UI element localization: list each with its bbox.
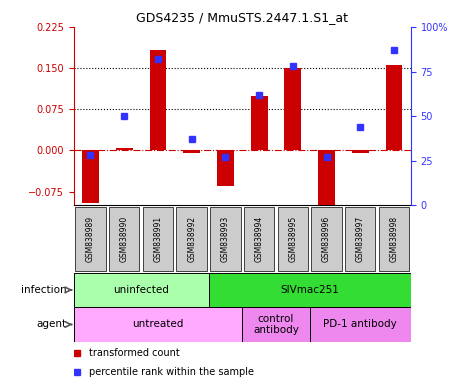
Bar [242, 307, 310, 342]
Text: PD-1 antibody: PD-1 antibody [323, 319, 397, 329]
FancyBboxPatch shape [345, 207, 375, 271]
Bar [310, 307, 411, 342]
Bar [251, 96, 267, 151]
Bar [285, 68, 301, 151]
Text: SIVmac251: SIVmac251 [280, 285, 339, 295]
FancyBboxPatch shape [109, 207, 139, 271]
FancyBboxPatch shape [143, 207, 173, 271]
Text: GSM838994: GSM838994 [255, 216, 264, 262]
FancyBboxPatch shape [312, 207, 342, 271]
FancyBboxPatch shape [379, 207, 409, 271]
Bar [82, 151, 99, 203]
Text: GSM838997: GSM838997 [356, 216, 365, 262]
Bar [74, 273, 209, 307]
Text: GSM838989: GSM838989 [86, 216, 95, 262]
Bar [74, 307, 242, 342]
FancyBboxPatch shape [210, 207, 240, 271]
Bar [386, 65, 402, 151]
FancyBboxPatch shape [278, 207, 308, 271]
Text: untreated: untreated [132, 319, 184, 329]
Text: infection: infection [21, 285, 67, 295]
Text: GSM838996: GSM838996 [322, 216, 331, 262]
Text: agent: agent [37, 319, 67, 329]
Text: GSM838992: GSM838992 [187, 216, 196, 262]
Bar [209, 273, 411, 307]
Text: GSM838995: GSM838995 [288, 216, 297, 262]
Text: GSM838991: GSM838991 [153, 216, 162, 262]
Bar [318, 151, 335, 205]
Text: control
antibody: control antibody [253, 314, 299, 335]
Text: GSM838998: GSM838998 [390, 216, 399, 262]
Bar [217, 151, 234, 186]
Text: percentile rank within the sample: percentile rank within the sample [89, 367, 254, 377]
Bar [150, 50, 166, 151]
Text: GSM838993: GSM838993 [221, 216, 230, 262]
Text: uninfected: uninfected [113, 285, 169, 295]
FancyBboxPatch shape [177, 207, 207, 271]
Text: transformed count: transformed count [89, 348, 180, 358]
Text: GSM838990: GSM838990 [120, 216, 129, 262]
FancyBboxPatch shape [244, 207, 274, 271]
FancyBboxPatch shape [76, 207, 105, 271]
Title: GDS4235 / MmuSTS.2447.1.S1_at: GDS4235 / MmuSTS.2447.1.S1_at [136, 11, 348, 24]
Bar [116, 148, 133, 151]
Bar [352, 151, 369, 153]
Bar [183, 151, 200, 153]
